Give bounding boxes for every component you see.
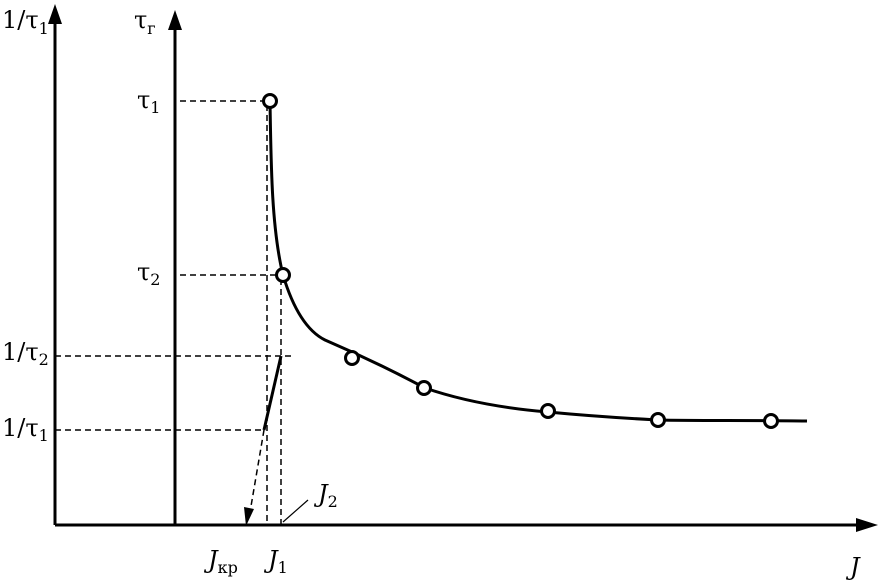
delay-curve (268, 100, 808, 423)
guide-extrapolation (248, 429, 265, 519)
y-tick-inv-tau2: 1/τ2 (2, 338, 49, 369)
inverse-time-line (262, 355, 283, 431)
x-tick-j1: J1 (263, 546, 288, 577)
point-3 (344, 350, 360, 366)
right-axis-label: τг (134, 6, 156, 38)
point-tau2 (275, 267, 291, 283)
x-axis-label: J (845, 553, 861, 581)
left-axis-label: 1/τ1 (2, 6, 49, 38)
point-5 (540, 403, 556, 419)
left-axis-arrow (48, 4, 62, 24)
x-axis-arrow (856, 518, 878, 532)
right-axis-arrow (168, 10, 182, 30)
point-4 (416, 380, 432, 396)
extrapolation-arrow (244, 507, 254, 526)
x-tick-jkr: Jкр (203, 546, 238, 577)
data-points (262, 93, 779, 429)
point-6 (650, 412, 666, 428)
y-tick-tau1: τ1 (137, 86, 160, 117)
y-tick-inv-tau1: 1/τ1 (2, 414, 49, 445)
point-7 (763, 413, 779, 429)
guide-lines (55, 100, 295, 525)
x-tick-j2: J2 (313, 480, 338, 511)
y-tick-tau2: τ2 (137, 258, 160, 289)
j2-leader-line (282, 499, 309, 523)
point-tau1 (262, 93, 278, 109)
